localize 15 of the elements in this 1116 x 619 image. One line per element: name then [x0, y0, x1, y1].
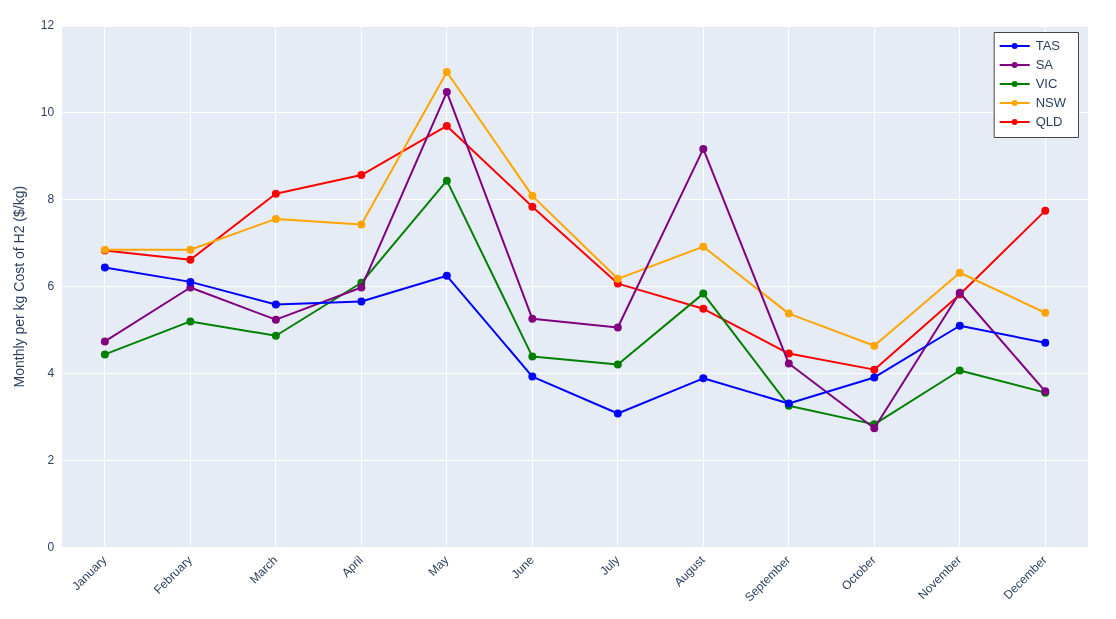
y-tick-label: 4 — [47, 365, 55, 380]
legend-label: QLD — [1035, 113, 1063, 129]
x-tick-label: May — [425, 552, 452, 579]
y-tick-label: 6 — [47, 278, 55, 293]
x-tick-label: July — [597, 552, 623, 578]
y-tick-label: 8 — [47, 192, 55, 207]
legend-label: NSW — [1035, 94, 1067, 110]
legend-label: SA — [1035, 56, 1054, 72]
y-axis-title: Monthly per kg Cost of H2 ($/kg) — [11, 185, 28, 388]
legend-label: TAS — [1035, 37, 1061, 53]
y-tick-label: 0 — [47, 539, 55, 554]
y-tick-label: 10 — [40, 105, 55, 120]
y-tick-label: 12 — [40, 18, 55, 33]
y-tick-label: 2 — [47, 452, 55, 467]
legend-label: VIC — [1035, 75, 1058, 91]
